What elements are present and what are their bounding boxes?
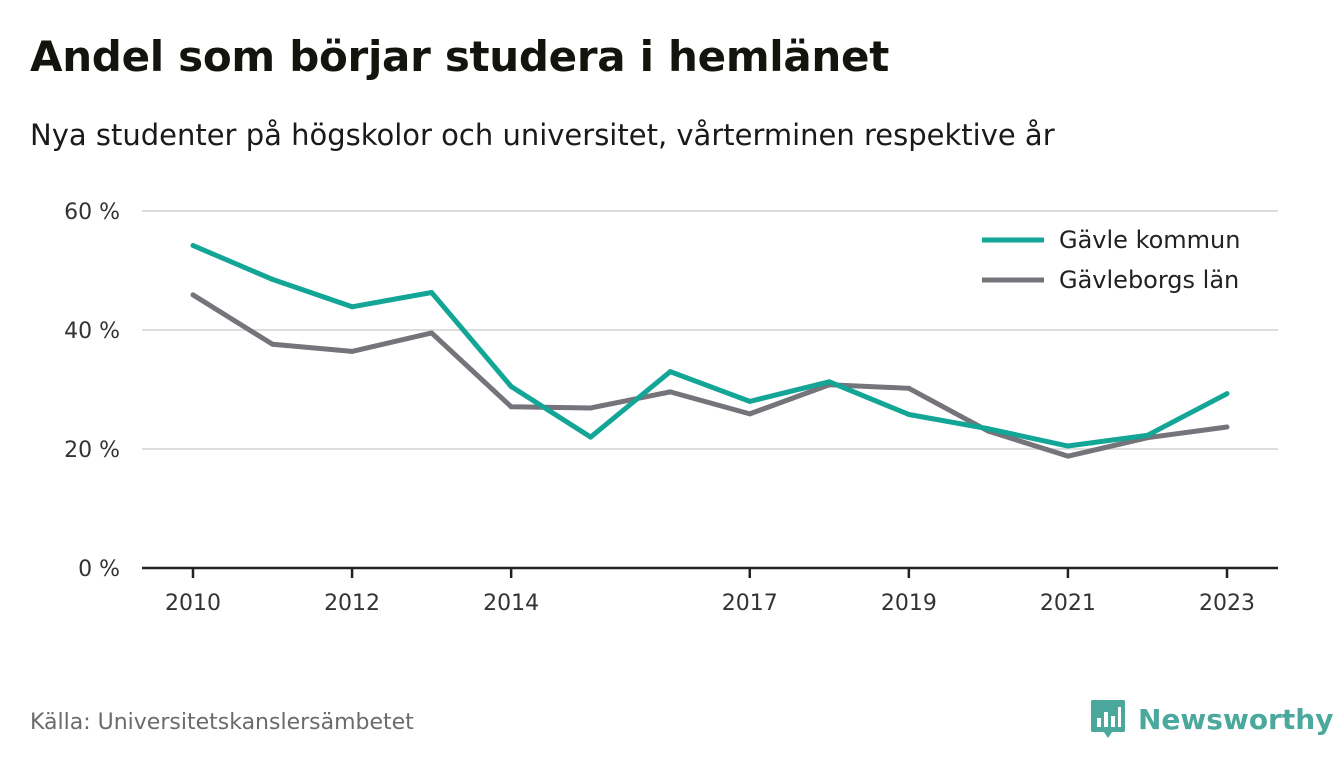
x-tick-label: 2023 [1199,591,1255,616]
x-tick-label: 2014 [483,591,539,616]
data-point-1-2015 [588,405,594,411]
data-point-1-2016 [667,389,673,395]
data-point-1-2017 [747,411,753,417]
data-point-0-2012 [349,304,355,310]
data-point-0-2018 [826,379,832,385]
chart-subtitle: Nya studenter på högskolor och universit… [30,118,1055,152]
legend-label-1: Gävleborgs län [1059,266,1239,294]
data-point-0-2019 [906,411,912,417]
data-point-1-2010 [190,292,196,298]
x-tick-label: 2010 [165,591,221,616]
x-tick-label: 2019 [881,591,937,616]
data-point-0-2010 [190,243,196,249]
data-point-0-2022 [1144,432,1150,438]
x-tick-label: 2012 [324,591,380,616]
data-point-0-2013 [429,290,435,296]
y-tick-label: 60 % [64,200,120,225]
data-point-0-2023 [1224,391,1230,397]
data-point-1-2013 [429,330,435,336]
y-tick-label: 20 % [64,438,120,463]
newsworthy-logo-icon [1091,700,1125,738]
x-tick-label: 2021 [1040,591,1096,616]
data-point-0-2015 [588,434,594,440]
data-point-0-2020 [985,426,991,432]
x-tick-label: 2017 [722,591,778,616]
data-point-1-2012 [349,348,355,354]
y-tick-label: 0 % [78,557,120,582]
data-point-0-2017 [747,398,753,404]
data-point-0-2016 [667,369,673,375]
data-point-0-2014 [508,384,514,390]
series-line-0 [192,243,1229,449]
data-point-1-2021 [1065,453,1071,459]
data-point-1-2014 [508,404,514,410]
data-point-1-2023 [1224,424,1230,430]
data-point-0-2021 [1065,443,1071,449]
source-note: Källa: Universitetskanslersämbetet [30,710,414,735]
y-tick-label: 40 % [64,319,120,344]
line-chart: 0 % 20 % 40 % 60 % 2010 2012 2014 2017 2019 2021… [64,200,1278,616]
brand: Newsworthy [1090,698,1333,740]
data-point-0-2011 [270,276,276,282]
data-point-1-2011 [270,341,276,347]
brand-name: Newsworthy [1138,702,1334,736]
chart-title: Andel som börjar studera i hemlänet [30,32,889,81]
series-line-1 [191,292,1228,459]
data-point-1-2019 [906,385,912,391]
legend-label-0: Gävle kommun [1059,226,1240,254]
